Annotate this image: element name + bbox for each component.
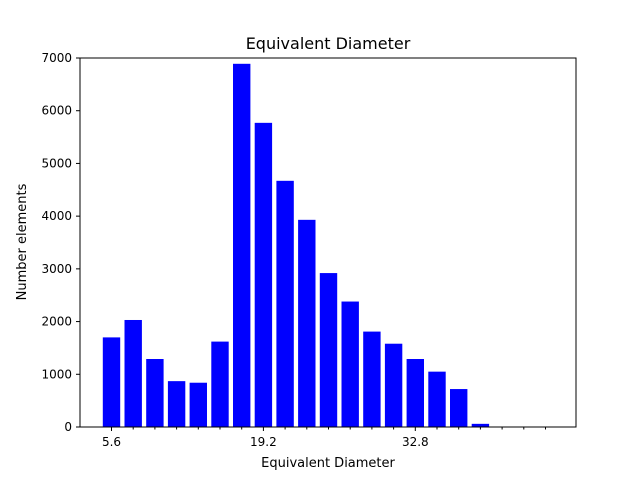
y-axis: 0 1000 2000 3000 4000 5000 6000 7000 [41,51,80,434]
x-axis: 5.6 19.2 32.8 [102,427,546,449]
y-tick-label: 7000 [41,51,72,65]
bar [211,341,229,427]
y-tick-label: 6000 [41,104,72,118]
bar [319,273,338,427]
y-tick-label: 3000 [41,262,72,276]
y-tick-label: 1000 [41,367,72,381]
bars-group [102,63,490,428]
bar [124,319,142,427]
bar [254,122,273,427]
bar [233,63,251,428]
bar [167,381,186,427]
plot-frame [79,57,577,428]
bar [406,359,424,427]
x-tick-label: 5.6 [102,435,121,449]
y-tick-label: 4000 [41,209,72,223]
bar [189,382,207,427]
x-axis-label: Equivalent Diameter [261,456,395,471]
chart-title: Equivalent Diameter [246,34,411,53]
bar [102,337,121,427]
bar [363,331,381,427]
y-tick-label: 0 [64,420,72,434]
bar [384,343,403,427]
bar [450,389,468,427]
bar [298,219,316,427]
x-tick-label: 32.8 [402,435,429,449]
bar [428,371,446,427]
y-axis-label: Number elements [15,183,30,300]
y-tick-label: 2000 [41,315,72,329]
x-tick-label: 19.2 [250,435,277,449]
bar [341,301,359,427]
bar [471,423,490,427]
bar [276,180,294,427]
y-tick-label: 5000 [41,156,72,170]
bar [146,359,164,427]
